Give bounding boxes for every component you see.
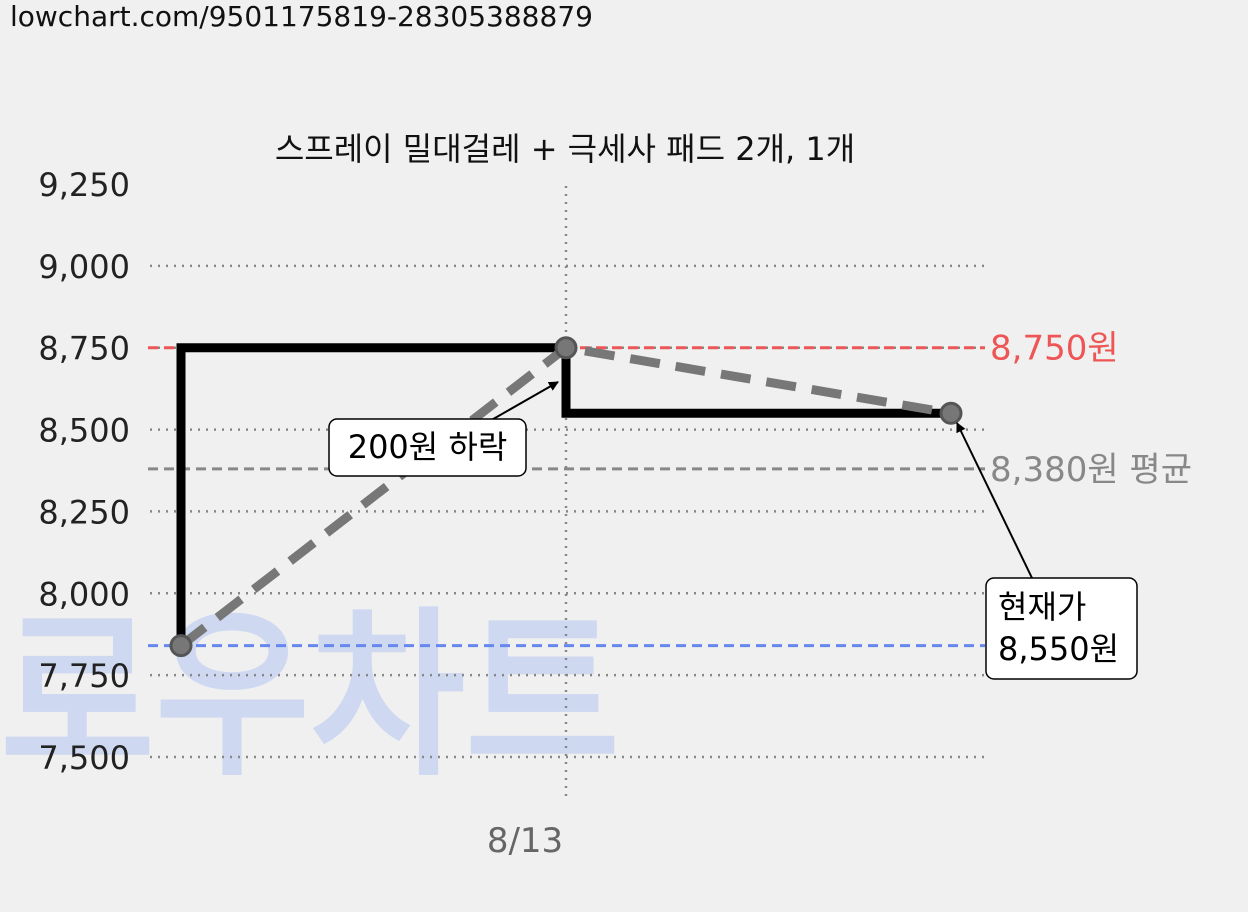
y-tick-label: 8,750 [38, 330, 130, 368]
reference-lines: 8,750원 8,380원 평균 [148, 329, 1192, 648]
annotation-text-current: 현재가 [998, 588, 1086, 626]
y-tick-label: 7,750 [38, 657, 130, 695]
y-tick-label: 9,000 [38, 248, 130, 286]
point-marker [939, 401, 963, 425]
watermark: 로우차트 [0, 592, 620, 801]
annotation-text-current: 8,550원 [998, 630, 1119, 668]
url-text[interactable]: lowchart.com/9501175819-28305388879 [10, 0, 593, 33]
annotation-box-current [985, 577, 1138, 680]
point-marker [554, 336, 578, 360]
y-tick-label: 8,500 [38, 412, 130, 450]
y-tick-label: 9,250 [38, 166, 130, 204]
y-tick-label: 8,000 [38, 575, 130, 613]
ref-label-avg: 8,380원 평균 [990, 450, 1192, 490]
chart-title: 스프레이 밀대걸레 + 극세사 패드 2개, 1개 [275, 130, 855, 168]
x-tick-label: 8/13 [487, 821, 563, 861]
annotation-box-drop [328, 418, 527, 477]
ref-label-max: 8,750원 [990, 329, 1119, 369]
y-tick-label: 8,250 [38, 493, 130, 531]
y-tick-labels: 7,500 7,750 8,000 8,250 8,500 8,750 9,000 9,250 [38, 166, 130, 777]
point-markers [169, 336, 963, 658]
annotation-arrow-current [956, 422, 1033, 579]
annotation-text-drop: 200원 하락 [348, 428, 508, 466]
point-marker [169, 634, 193, 658]
annotation-arrow-drop [487, 381, 559, 423]
y-tick-label: 7,500 [38, 739, 130, 777]
